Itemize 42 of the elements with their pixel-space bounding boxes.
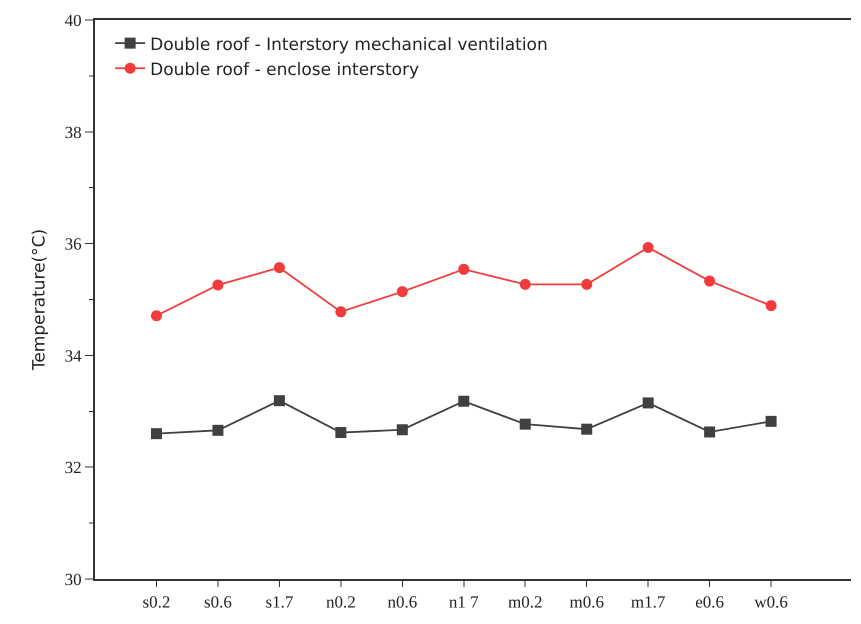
y-tick-label: 40 bbox=[64, 10, 82, 30]
y-tick-label: 34 bbox=[64, 346, 82, 366]
point bbox=[520, 278, 531, 290]
point bbox=[520, 418, 531, 430]
point bbox=[212, 424, 224, 436]
y-tick-label: 36 bbox=[64, 234, 82, 254]
legend-label: Double roof - Interstory mechanical ventilation bbox=[150, 34, 548, 55]
x-tick-label: m1.7 bbox=[630, 592, 666, 612]
x-tick-label: n0.6 bbox=[387, 592, 418, 612]
point bbox=[274, 395, 285, 406]
point bbox=[704, 276, 716, 287]
legend-label: Double roof - enclose interstory bbox=[150, 60, 420, 80]
x-tick-label: n0.2 bbox=[326, 592, 356, 612]
point bbox=[212, 279, 224, 290]
y-tick-label: 30 bbox=[64, 570, 82, 589]
point bbox=[766, 416, 777, 427]
x-tick-label: e0.6 bbox=[695, 592, 724, 612]
y-tick-label: 38 bbox=[64, 122, 82, 142]
point bbox=[704, 426, 716, 438]
x-tick-label: n1 7 bbox=[448, 592, 480, 612]
x-tick-label: s0.2 bbox=[142, 592, 170, 612]
point bbox=[274, 262, 285, 274]
point bbox=[642, 242, 654, 254]
point bbox=[396, 286, 408, 298]
y-tick-label: 32 bbox=[64, 458, 82, 478]
y-axis-title: Temperature(°C) bbox=[30, 228, 50, 372]
point bbox=[642, 397, 654, 408]
x-tick-label: m0.2 bbox=[508, 592, 542, 612]
point bbox=[396, 424, 408, 436]
point bbox=[458, 396, 470, 407]
point bbox=[335, 306, 346, 318]
point bbox=[581, 278, 592, 290]
point bbox=[150, 310, 162, 322]
point bbox=[335, 427, 346, 438]
x-tick-label: s1.7 bbox=[265, 592, 294, 612]
x-tick-label: w0.6 bbox=[754, 592, 788, 612]
point bbox=[150, 428, 162, 440]
point bbox=[458, 264, 470, 275]
x-tick-label: m0.6 bbox=[569, 592, 604, 612]
point bbox=[766, 300, 777, 312]
point bbox=[581, 424, 592, 435]
x-tick-label: s0.6 bbox=[204, 592, 232, 612]
